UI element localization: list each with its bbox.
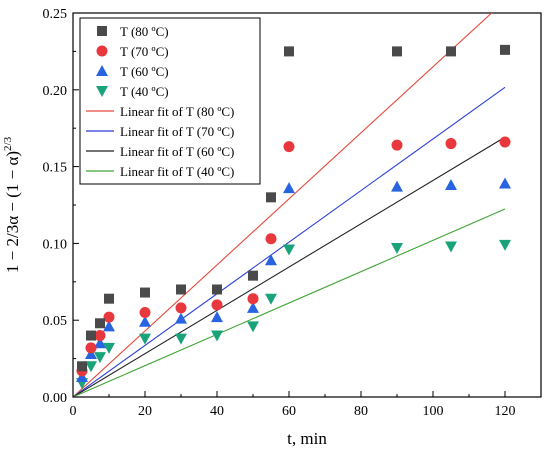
point-s3-9: [265, 254, 277, 266]
point-s3-6: [175, 312, 187, 324]
point-s1-6: [176, 284, 186, 295]
point-s1-7: [212, 284, 222, 295]
y-axis-title: 1 − 2/3α − (1 − α)2/3: [2, 136, 22, 273]
point-s4-5: [139, 333, 151, 345]
point-s4-3: [94, 352, 106, 364]
x-tick-label-7: 120: [495, 404, 516, 419]
legend-label-2: T (70 ºC): [120, 44, 169, 59]
point-s4-6: [175, 333, 187, 345]
x-tick-label-1: 0: [70, 404, 77, 419]
x-axis-title: t, min: [287, 429, 327, 448]
legend-marker-4: [96, 86, 108, 97]
point-s4-12: [445, 241, 457, 253]
point-s2-8: [247, 293, 259, 305]
point-s3-8: [247, 301, 259, 313]
x-tick-label-6: 100: [423, 404, 444, 419]
legend: T (80 ºC) T (70 ºC) T (60 ºC) T (40 ºC) Line…: [79, 17, 261, 185]
x-tick-label-2: 20: [138, 404, 152, 419]
point-s3-7: [211, 311, 223, 323]
y-tick-label-2: 0.05: [43, 314, 68, 329]
y-tick-label-1: 0.00: [43, 391, 68, 406]
axes: 0 20 40 60 80 100 120 0.00 0.05 0.10 0.15 0.20 0.25: [43, 7, 516, 419]
point-s4-7: [211, 330, 223, 342]
point-s2-5: [139, 307, 151, 319]
legend-label-3: T (60 ºC): [120, 64, 169, 79]
fit-line-4: [73, 208, 506, 397]
legend-box: [79, 17, 261, 185]
legend-fit-label-3: Linear fit of T (60 ºC): [120, 144, 234, 159]
point-s2-10: [283, 141, 295, 153]
y-tick-label-6: 0.25: [43, 7, 68, 22]
legend-fit-label-4: Linear fit of T (40 ºC): [120, 164, 234, 179]
point-s3-11: [391, 180, 403, 192]
point-s4-13: [499, 239, 511, 251]
point-s1-5: [140, 287, 150, 298]
point-s2-12: [445, 138, 457, 150]
legend-label-1: T (80 ºC): [120, 24, 169, 39]
y-tick-label-5: 0.20: [43, 84, 68, 99]
point-s1-10: [284, 46, 294, 57]
point-s2-13: [499, 136, 511, 148]
point-s1-9: [266, 192, 276, 203]
point-s3-1: [76, 371, 88, 383]
fit-line-2: [73, 86, 506, 397]
point-s2-3: [94, 330, 106, 342]
point-s2-6: [175, 302, 187, 314]
point-s3-10: [283, 182, 295, 194]
point-s3-5: [139, 315, 151, 327]
point-s3-13: [499, 177, 511, 189]
point-s4-11: [391, 243, 403, 255]
point-s1-13: [500, 44, 510, 55]
legend-fit-label-2: Linear fit of T (70 ºC): [120, 124, 234, 139]
point-s2-11: [391, 139, 403, 151]
y-tick-label-3: 0.10: [43, 237, 68, 252]
point-s1-4: [104, 293, 114, 304]
point-s4-10: [283, 244, 295, 256]
point-s1-3: [95, 318, 105, 329]
y-axis-title-superscript: 2/3: [2, 136, 14, 151]
point-s2-7: [211, 299, 223, 311]
point-s3-2: [85, 347, 97, 359]
point-s4-8: [247, 321, 259, 333]
fit-line-3: [73, 136, 506, 397]
point-s3-3: [94, 337, 106, 349]
data-markers: [76, 44, 511, 390]
point-s1-8: [248, 270, 258, 281]
x-tick-label-5: 80: [354, 404, 368, 419]
x-tick-label-3: 40: [210, 404, 224, 419]
legend-marker-3: [96, 65, 108, 76]
point-s1-11: [392, 46, 402, 57]
point-s2-2: [85, 342, 97, 354]
fit-line-1: [73, 13, 493, 397]
fit-lines: [73, 13, 506, 397]
y-tick-label-4: 0.15: [43, 161, 68, 176]
legend-marker-1: [97, 26, 107, 36]
x-tick-label-4: 60: [282, 404, 296, 419]
legend-marker-2: [96, 45, 108, 57]
legend-fit-label-1: Linear fit of T (80 ºC): [120, 104, 234, 119]
point-s1-12: [446, 46, 456, 57]
point-s1-2: [86, 330, 96, 341]
point-s4-9: [265, 293, 277, 305]
point-s4-4: [103, 342, 115, 354]
point-s3-4: [103, 320, 115, 332]
point-s2-9: [265, 233, 277, 245]
point-s2-4: [103, 311, 115, 323]
legend-label-4: T (40 ºC): [120, 84, 169, 99]
point-s4-2: [85, 361, 97, 373]
y-axis-title-main: 1 − 2/3α − (1 − α): [3, 151, 22, 273]
point-s3-12: [445, 179, 457, 191]
point-s1-1: [77, 361, 87, 372]
